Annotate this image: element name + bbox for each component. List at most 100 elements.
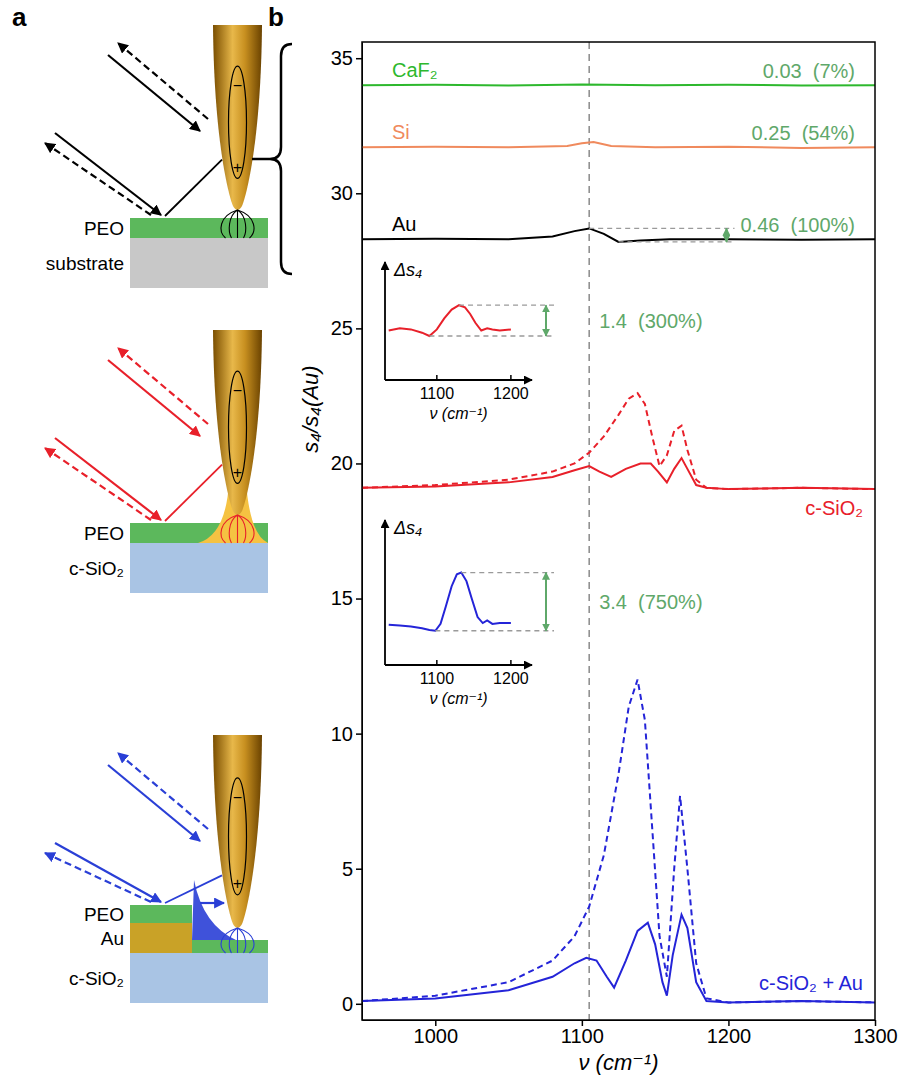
setup: PEO c-SiO₂ − + [45, 330, 268, 593]
tip-charge: − [233, 382, 242, 399]
setup: PEOAuc-SiO₂−+ [45, 735, 268, 1003]
y-tick-label: 25 [331, 317, 353, 339]
annotation: 3.4 (750%) [599, 591, 702, 613]
y-tick-label: 30 [331, 182, 353, 204]
afm-tip [213, 25, 262, 210]
y-tick-mark [356, 463, 362, 465]
field-line [238, 928, 246, 953]
field-line [237, 928, 238, 953]
range-guide [461, 572, 554, 573]
spectrum-line [362, 458, 875, 489]
annotation: 1.4 (300%) [599, 310, 702, 332]
inset: 11001200Δs₄ν (cm⁻¹) [385, 260, 532, 422]
y-tick-label: 20 [331, 452, 353, 474]
setup: PEOsubstrate−+ [45, 25, 268, 288]
range-guide [619, 241, 735, 242]
layer-label: c-SiO₂ [69, 558, 124, 579]
y-tick: 25 [331, 317, 362, 339]
inset-y-title: Δs₄ [393, 518, 422, 538]
range-guide [589, 228, 734, 229]
x-tick: 1300 [853, 1020, 898, 1047]
annotation: 0.46 (100%) [740, 214, 855, 236]
range-arrow [725, 228, 727, 242]
tip-charge: − [233, 789, 242, 806]
field-line [237, 515, 238, 543]
spectrum-line [362, 680, 875, 1003]
y-tick: 20 [331, 452, 362, 474]
spectrum-line [362, 84, 875, 85]
series-label: CaF₂ [392, 59, 438, 81]
y-axis: 05101520253035 [331, 43, 363, 1021]
inset-line [389, 573, 511, 631]
tip-charge: + [233, 159, 242, 176]
spectrum-line [362, 393, 875, 489]
y-tick-mark [356, 328, 362, 330]
y-tick-label: 0 [342, 993, 353, 1015]
inset-x-tick-mark [436, 660, 438, 665]
series-label: Au [392, 213, 416, 235]
y-tick: 5 [342, 858, 362, 880]
range-arrow [545, 573, 547, 631]
field-line [221, 210, 237, 238]
tip-dipole [229, 778, 247, 895]
field-line [237, 210, 238, 238]
afm-tip [213, 735, 262, 928]
beam [165, 160, 222, 216]
tip-dipole [229, 66, 247, 178]
beam-arrow [118, 753, 208, 829]
inset-x-axis-line [385, 664, 532, 666]
x-tick-label: 1100 [561, 1025, 604, 1047]
beam [165, 875, 222, 903]
tip-dipole [229, 371, 247, 483]
field-line [229, 928, 237, 953]
layer-label: c-SiO₂ [69, 968, 124, 989]
layer-label: PEO [84, 523, 124, 544]
inset-y-title: Δs₄ [393, 260, 422, 280]
beam-arrow [45, 853, 151, 902]
plot-frame [362, 42, 875, 1020]
y-tick-mark [356, 733, 362, 735]
field-line [238, 928, 254, 953]
tip-charge: + [233, 464, 242, 481]
layer-label: PEO [84, 904, 124, 925]
beam-arrow [108, 360, 200, 436]
beam [165, 465, 222, 521]
layer-label: substrate [46, 253, 124, 274]
inset-x-title: ν (cm⁻¹) [429, 405, 487, 422]
layer [130, 218, 268, 238]
reference-line [588, 42, 590, 1020]
inset-x-tick-label: 1100 [420, 670, 455, 687]
layer [130, 238, 268, 288]
y-tick-mark [356, 868, 362, 870]
y-tick: 0 [342, 993, 362, 1015]
inset-x-axis-line [385, 379, 532, 381]
panel-a: aPEOsubstrate−+PEOc-SiO₂−+PEOAuc-SiO₂−+ [12, 2, 268, 1003]
layer [130, 923, 192, 953]
field-line [238, 515, 246, 543]
field-line [238, 515, 254, 543]
layer-label: PEO [84, 218, 124, 239]
field-line [238, 210, 246, 238]
afm-tip [213, 330, 262, 515]
layer [130, 953, 268, 1003]
y-axis-title: s₄/s₄(Au) [298, 365, 323, 452]
beam-arrow [45, 143, 151, 215]
field-line [238, 210, 254, 238]
layer [130, 543, 268, 593]
inset-y-axis-line [384, 520, 386, 665]
panel-letter: a [12, 2, 27, 32]
bracket-stem [252, 158, 270, 161]
layer-label: Au [101, 928, 124, 949]
plot-area [362, 42, 875, 1020]
series-label: c-SiO₂ + Au [759, 972, 863, 994]
series-label: c-SiO₂ [805, 497, 863, 519]
polariton-arrow [200, 902, 224, 904]
x-tick: 1000 [414, 1020, 459, 1047]
range-guide [459, 305, 554, 306]
field-line [221, 928, 237, 953]
inset-x-tick-label: 1100 [420, 385, 455, 402]
beam-arrow [108, 765, 200, 841]
inset-plot-area [389, 573, 511, 631]
y-tick-label: 35 [331, 47, 353, 69]
y-tick-label: 15 [331, 587, 353, 609]
